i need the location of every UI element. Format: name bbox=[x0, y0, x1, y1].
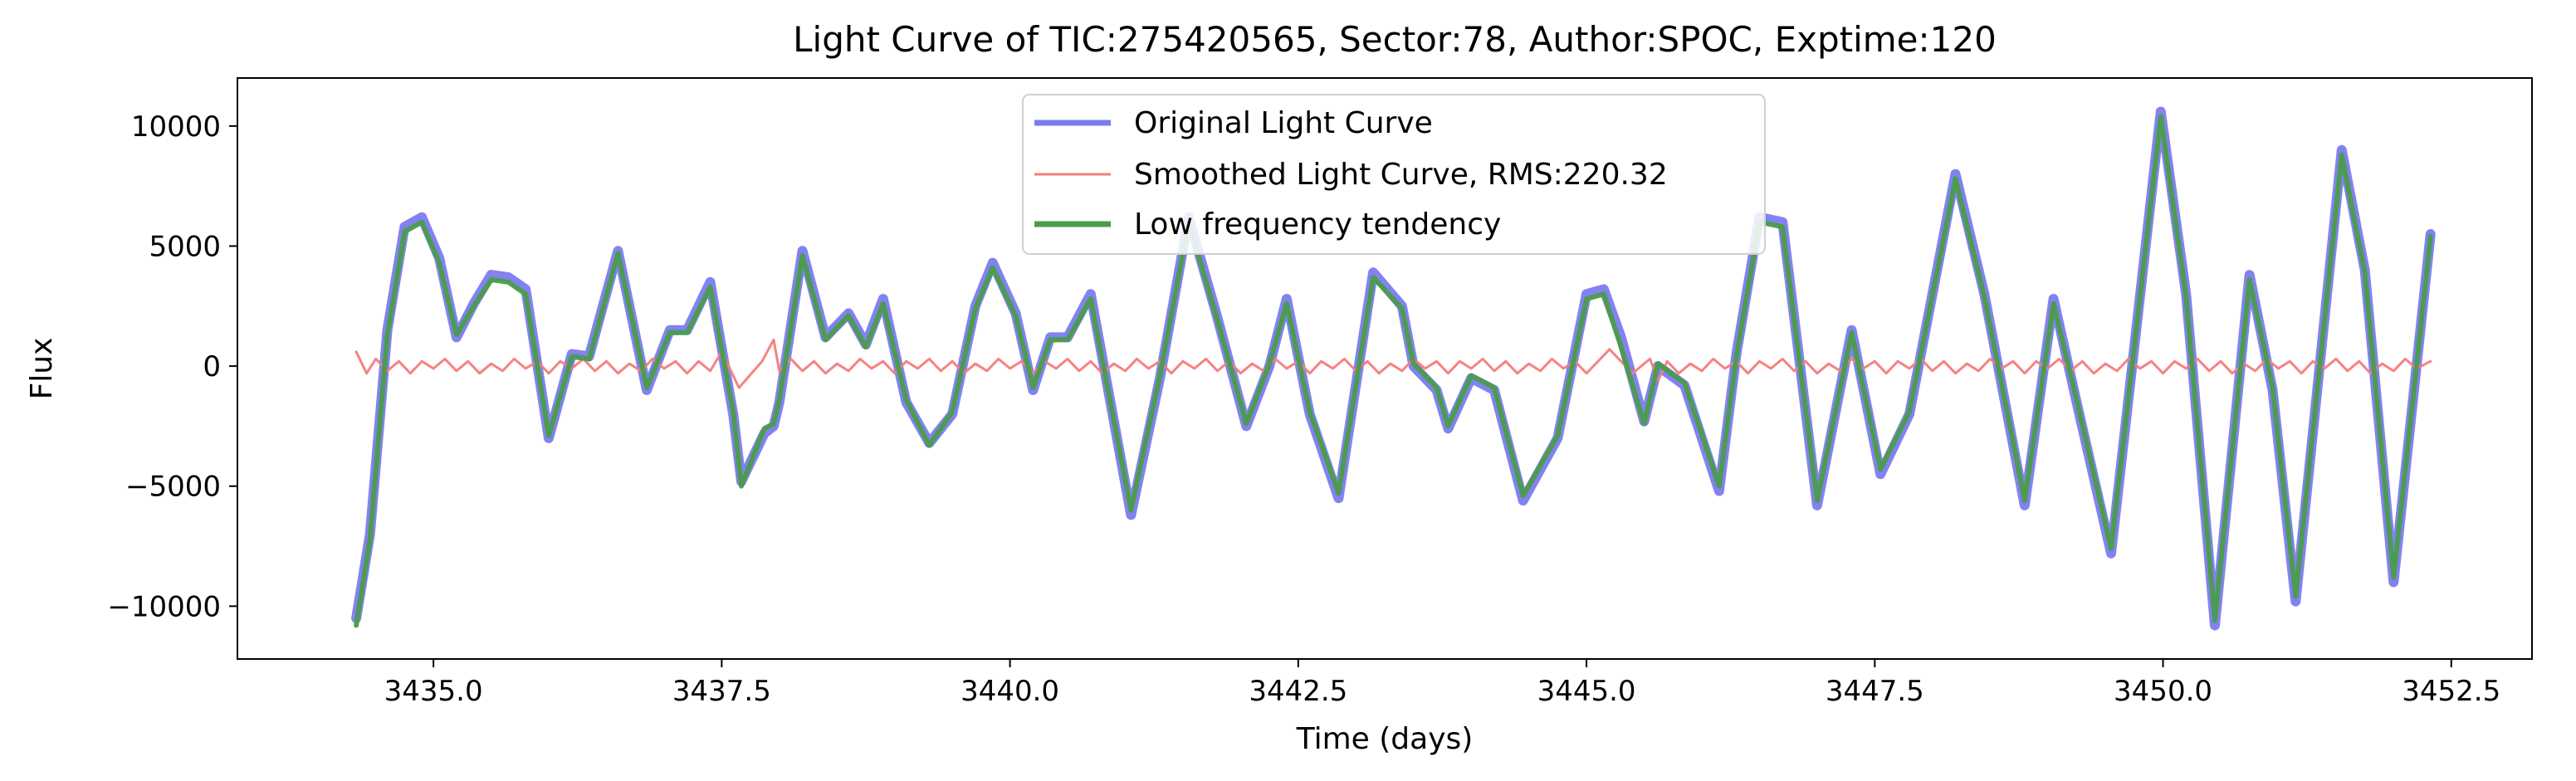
plot-frame bbox=[237, 77, 2533, 660]
legend: Original Light Curve Smoothed Light Curv… bbox=[1022, 94, 1766, 255]
series-smoothed-light-curve bbox=[354, 338, 2432, 389]
y-tick-label: 10000 bbox=[131, 110, 221, 144]
x-tick-label: 3435.0 bbox=[384, 675, 483, 708]
chart-title: Light Curve of TIC:275420565, Sector:78,… bbox=[793, 19, 1997, 60]
x-tick-label: 3450.0 bbox=[2114, 675, 2212, 708]
x-tick-label: 3440.0 bbox=[961, 675, 1059, 708]
y-tick-label: −10000 bbox=[107, 590, 221, 623]
plot-area bbox=[237, 77, 2533, 660]
series-low-frequency-tendency bbox=[354, 114, 2433, 628]
x-axis: 3435.0 3437.5 3440.0 3442.5 3445.0 3447.5 3450… bbox=[384, 659, 2500, 708]
x-tick-label: 3437.5 bbox=[672, 675, 771, 708]
y-axis-label: Flux bbox=[25, 338, 59, 400]
x-tick-label: 3447.5 bbox=[1826, 675, 1924, 708]
x-axis-label: Time (days) bbox=[1296, 722, 1474, 756]
legend-label-low-frequency: Low frequency tendency bbox=[1134, 207, 1501, 242]
y-tick-label: 5000 bbox=[149, 230, 221, 263]
x-tick-label: 3442.5 bbox=[1249, 675, 1347, 708]
y-tick-label: 0 bbox=[203, 350, 221, 383]
x-tick-label: 3445.0 bbox=[1537, 675, 1636, 708]
series-layer bbox=[351, 106, 2436, 631]
y-tick-label: −5000 bbox=[125, 471, 221, 504]
legend-box bbox=[1022, 94, 1766, 255]
legend-label-smoothed: Smoothed Light Curve, RMS:220.32 bbox=[1134, 158, 1668, 192]
y-axis: −10000 −5000 0 5000 10000 bbox=[107, 110, 237, 623]
x-tick-label: 3452.5 bbox=[2402, 675, 2500, 708]
legend-label-original: Original Light Curve bbox=[1134, 106, 1433, 140]
